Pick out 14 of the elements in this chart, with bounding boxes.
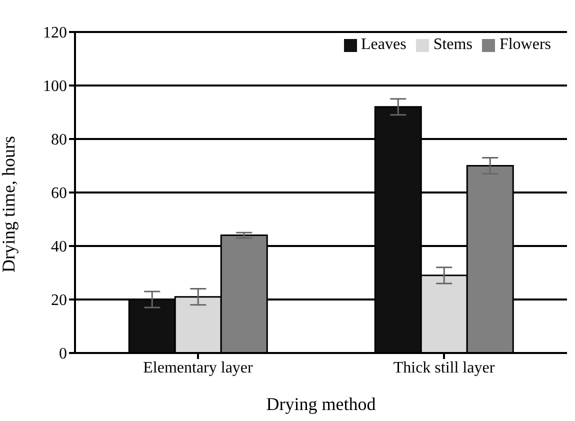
y-tick-label: 80: [51, 132, 67, 149]
legend-label: Leaves: [361, 36, 406, 53]
y-tick-label: 0: [59, 346, 67, 363]
x-tick-label: Thick still layer: [393, 359, 496, 376]
y-tick-label: 40: [51, 238, 67, 256]
legend-label: Flowers: [499, 36, 551, 53]
y-tick-label: 20: [51, 292, 67, 310]
legend-label: Stems: [433, 36, 472, 53]
x-axis-title: Drying method: [266, 394, 376, 414]
y-tick-label: 60: [51, 185, 67, 202]
x-tick-label: Elementary layer: [143, 359, 254, 376]
y-axis-title: Drying time, hours: [0, 136, 18, 272]
y-tick-label: 120: [43, 24, 67, 42]
y-tick-label: 100: [43, 78, 67, 96]
